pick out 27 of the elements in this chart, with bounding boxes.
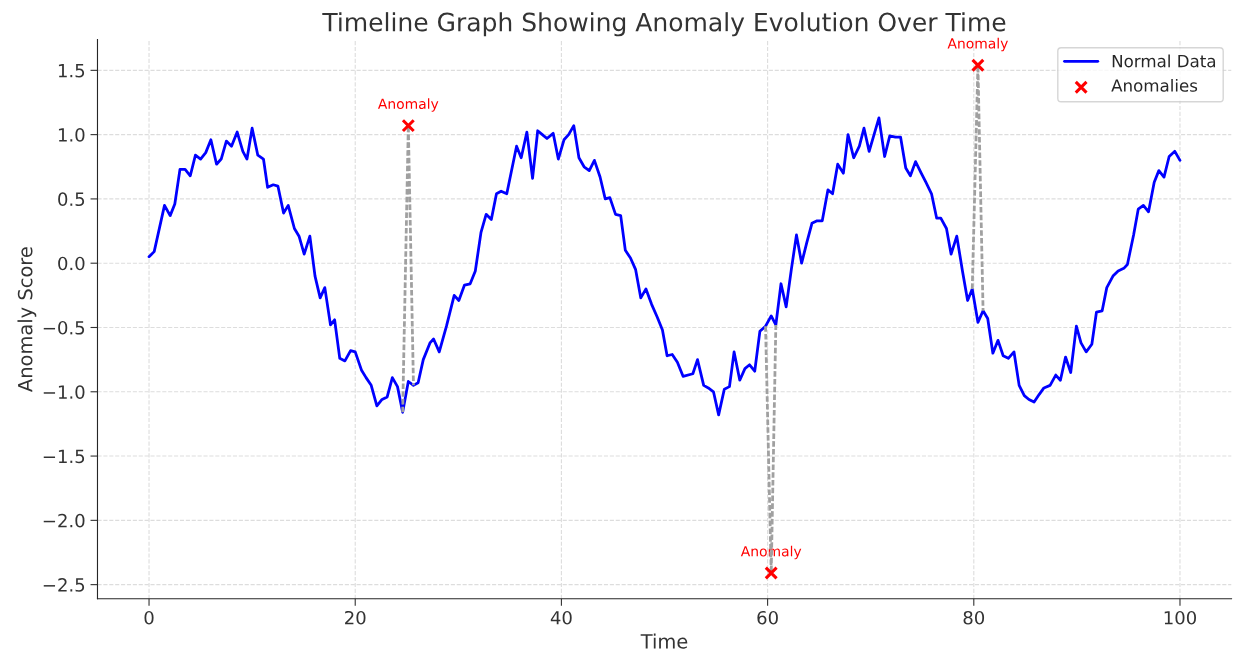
y-axis-title: Anomaly Score bbox=[17, 247, 37, 392]
x-tick-label: 40 bbox=[550, 610, 572, 625]
x-tick-label: 80 bbox=[963, 610, 985, 625]
point bbox=[764, 566, 779, 580]
line-series bbox=[147, 116, 1182, 417]
y-tick-label: −1.0 bbox=[43, 385, 85, 399]
y-tick-label: −2.5 bbox=[43, 578, 85, 592]
y-tick-label: −2.0 bbox=[43, 513, 85, 528]
point bbox=[401, 118, 416, 133]
legend-label: Normal Data bbox=[1112, 54, 1216, 68]
legend-label: Anomalies bbox=[1111, 78, 1198, 92]
annotation: Anomaly bbox=[947, 37, 1008, 52]
y-tick-label: 0.0 bbox=[58, 256, 85, 271]
y-tick-label: 1.5 bbox=[58, 64, 85, 78]
annotation: Anomaly bbox=[740, 545, 802, 560]
x-axis-title: Time bbox=[640, 633, 688, 649]
y-tick-label: 0.5 bbox=[58, 192, 85, 207]
x-tick-label: 0 bbox=[144, 610, 154, 625]
x-tick-label: 20 bbox=[345, 610, 366, 625]
chart-title: Timeline Graph Showing Anomaly Evolution Over Time bbox=[322, 12, 1006, 37]
point bbox=[971, 58, 985, 73]
y-tick-label: −1.5 bbox=[43, 449, 85, 464]
x-tick-label: 60 bbox=[757, 610, 778, 625]
x-tick-label: 100 bbox=[1164, 610, 1197, 625]
annotation: Anomaly bbox=[377, 98, 439, 112]
y-tick-label: −0.5 bbox=[43, 320, 85, 335]
y-tick-label: 1.0 bbox=[58, 128, 85, 142]
